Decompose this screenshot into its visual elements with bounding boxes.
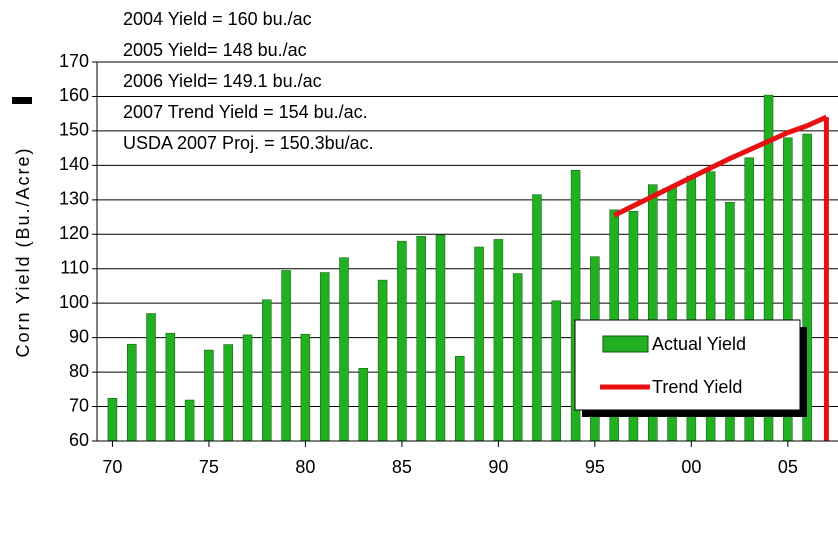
x-tick-label: 85 xyxy=(392,457,412,477)
annotation: 2005 Yield= 148 bu./ac xyxy=(123,40,307,60)
bar xyxy=(107,398,118,442)
x-tick-label: 70 xyxy=(102,457,122,477)
bar xyxy=(262,299,272,442)
y-tick-label: 110 xyxy=(60,257,89,277)
trend-line xyxy=(613,114,828,218)
y-tick-label: 160 xyxy=(59,85,89,105)
bar xyxy=(455,355,465,442)
y-tick-label: 140 xyxy=(59,154,89,174)
bar xyxy=(493,239,504,442)
bar xyxy=(532,194,542,442)
bar xyxy=(416,236,426,442)
bar xyxy=(204,349,214,442)
y-label-marker xyxy=(12,97,32,104)
bar xyxy=(146,313,156,442)
bar xyxy=(551,300,562,442)
annotation: 2007 Trend Yield = 154 bu./ac. xyxy=(123,102,368,122)
y-tick-label: 60 xyxy=(69,430,89,450)
y-tick-label: 90 xyxy=(69,326,89,346)
legend-label: Trend Yield xyxy=(652,377,742,397)
y-axis-label: Corn Yield (Bu./Acre) xyxy=(13,146,33,357)
bar xyxy=(165,332,176,442)
bar xyxy=(242,334,253,442)
bar xyxy=(223,344,233,442)
y-tick-label: 150 xyxy=(59,120,89,140)
y-tick-label: 130 xyxy=(59,189,89,209)
bar xyxy=(339,257,349,442)
x-tick-label: 90 xyxy=(488,457,508,477)
x-tick-label: 75 xyxy=(199,457,219,477)
x-tick-label: 80 xyxy=(295,457,315,477)
legend-label: Actual Yield xyxy=(652,334,746,354)
x-tick-label: 00 xyxy=(681,457,701,477)
annotation: 2004 Yield = 160 bu./ac xyxy=(123,9,312,29)
bar xyxy=(184,399,195,442)
annotation: 2006 Yield= 149.1 bu./ac xyxy=(123,71,322,91)
bar xyxy=(319,272,330,442)
bar xyxy=(397,240,407,442)
legend-swatch xyxy=(602,335,649,353)
bar xyxy=(435,234,446,442)
y-tick-label: 120 xyxy=(59,223,89,243)
x-tick-label: 95 xyxy=(585,457,605,477)
legend xyxy=(574,319,801,411)
bar xyxy=(300,333,311,442)
y-tick-label: 170 xyxy=(59,51,89,71)
bar xyxy=(474,246,484,442)
bar xyxy=(126,343,137,442)
y-tick-label: 70 xyxy=(69,395,89,415)
annotation: USDA 2007 Proj. = 150.3bu/ac. xyxy=(123,133,374,153)
y-tick-label: 100 xyxy=(59,292,89,312)
bar xyxy=(281,270,291,442)
bar xyxy=(512,273,523,442)
x-tick-label: 05 xyxy=(778,457,798,477)
y-tick-label: 80 xyxy=(69,361,89,381)
bar xyxy=(358,368,369,442)
bar xyxy=(377,279,388,442)
